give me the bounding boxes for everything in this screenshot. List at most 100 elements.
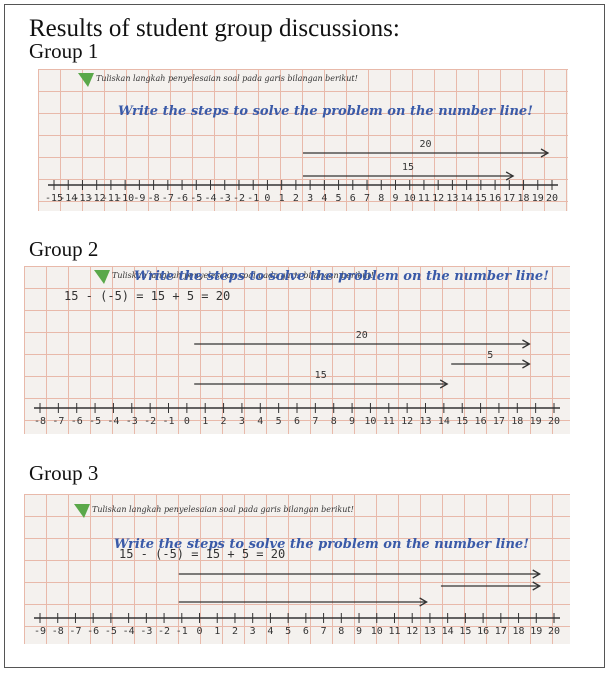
tick-label: -1 (247, 193, 259, 204)
tick-label: -3 (140, 626, 152, 637)
tick-label: 17 (503, 193, 515, 204)
title: Results of student group discussions: (29, 15, 400, 42)
tick-label: 5 (336, 193, 342, 204)
tick-label: -9 (34, 626, 46, 637)
tick-label: -4 (204, 193, 216, 204)
tick-label: 18 (518, 193, 530, 204)
instruction-id: Tuliskan langkah penyelesaian soal pada … (92, 505, 354, 514)
tick-label: -3 (219, 193, 231, 204)
tick-label: 4 (267, 626, 273, 637)
tick-label: -10 (116, 193, 134, 204)
equation: 15 - (-5) = 15 + 5 = 20 (119, 547, 285, 561)
instruction-en: Write the steps to solve the problem on … (134, 269, 549, 284)
tick-label: 19 (530, 416, 542, 427)
group-label: Group 1 (29, 39, 99, 63)
arrow-label: 20 (356, 330, 368, 341)
tick-label: 20 (548, 416, 560, 427)
tick-label: 0 (184, 416, 190, 427)
tick-label: 4 (257, 416, 263, 427)
worksheet: Tuliskan langkah penyelesaian soal pada … (45, 73, 558, 204)
tick-label: -8 (148, 193, 160, 204)
tick-label: -7 (162, 193, 174, 204)
group-label: Group 3 (29, 461, 99, 485)
tick-label: -2 (158, 626, 170, 637)
instruction-id: Tuliskan langkah penyelesaian soal pada … (96, 74, 358, 83)
tick-label: 12 (401, 416, 413, 427)
arrow-head (419, 597, 428, 607)
tick-label: 19 (532, 193, 544, 204)
tick-label: 3 (307, 193, 313, 204)
worksheet: Tuliskan langkah penyelesaian soal pada … (34, 504, 560, 637)
arrow-head (522, 339, 531, 349)
tick-label: -2 (233, 193, 245, 204)
tick-label: 15 (459, 626, 471, 637)
tick-label: 11 (383, 416, 395, 427)
arrow-head (505, 171, 515, 181)
tick-label: 13 (446, 193, 458, 204)
tick-label: -9 (133, 193, 145, 204)
tick-label: 9 (392, 193, 398, 204)
worksheet-photo: Tuliskan langkah penyelesaian soal pada … (24, 494, 570, 644)
tick-label: -5 (89, 416, 101, 427)
worksheet: Tuliskan langkah penyelesaian soal pada … (34, 269, 560, 427)
flag-icon (78, 73, 94, 87)
tick-label: 7 (364, 193, 370, 204)
tick-label: -5 (190, 193, 202, 204)
arrow-head (522, 359, 531, 369)
tick-label: -14 (59, 193, 77, 204)
flag-icon (74, 504, 90, 518)
tick-label: 20 (548, 626, 560, 637)
arrow-head (540, 148, 550, 158)
tick-label: 14 (461, 193, 473, 204)
tick-label: 16 (475, 416, 487, 427)
tick-label: 6 (350, 193, 356, 204)
tick-label: 0 (197, 626, 203, 637)
tick-label: 16 (489, 193, 501, 204)
tick-label: -4 (123, 626, 135, 637)
arrow-head (532, 569, 542, 579)
tick-label: -15 (45, 193, 63, 204)
tick-label: 8 (338, 626, 344, 637)
equation: 15 - (-5) = 15 + 5 = 20 (64, 289, 230, 303)
tick-label: -8 (34, 416, 46, 427)
tick-label: 6 (294, 416, 300, 427)
tick-label: -6 (176, 193, 188, 204)
instruction-en: Write the steps to solve the problem on … (118, 104, 533, 119)
tick-label: 2 (232, 626, 238, 637)
tick-label: 1 (202, 416, 208, 427)
tick-label: 10 (371, 626, 383, 637)
tick-label: 7 (312, 416, 318, 427)
tick-label: 0 (264, 193, 270, 204)
instruction-id: Tuliskan langkah penyelesaian soal pada … (112, 271, 374, 280)
tick-label: -6 (87, 626, 99, 637)
instruction-en: Write the steps to solve the problem on … (114, 537, 529, 552)
tick-label: 12 (406, 626, 418, 637)
tick-label: 1 (214, 626, 220, 637)
tick-label: 11 (388, 626, 400, 637)
tick-label: -3 (126, 416, 138, 427)
arrow-label: 5 (487, 350, 493, 361)
tick-label: 10 (404, 193, 416, 204)
tick-label: -8 (52, 626, 64, 637)
tick-label: 3 (250, 626, 256, 637)
document: Results of student group discussions: Gr… (4, 4, 605, 668)
tick-label: 14 (438, 416, 450, 427)
tick-label: 13 (419, 416, 431, 427)
tick-label: -12 (88, 193, 106, 204)
tick-label: -1 (162, 416, 174, 427)
tick-label: 9 (349, 416, 355, 427)
tick-label: -6 (71, 416, 83, 427)
tick-label: -1 (176, 626, 188, 637)
tick-label: -2 (144, 416, 156, 427)
tick-label: 9 (356, 626, 362, 637)
tick-label: 16 (477, 626, 489, 637)
worksheet-photo: Tuliskan langkah penyelesaian soal pada … (24, 266, 570, 434)
tick-label: -13 (73, 193, 91, 204)
tick-label: 11 (418, 193, 430, 204)
tick-label: 13 (424, 626, 436, 637)
tick-label: -7 (69, 626, 81, 637)
tick-label: 6 (303, 626, 309, 637)
tick-label: 18 (511, 416, 523, 427)
tick-label: 10 (364, 416, 376, 427)
tick-label: 3 (239, 416, 245, 427)
